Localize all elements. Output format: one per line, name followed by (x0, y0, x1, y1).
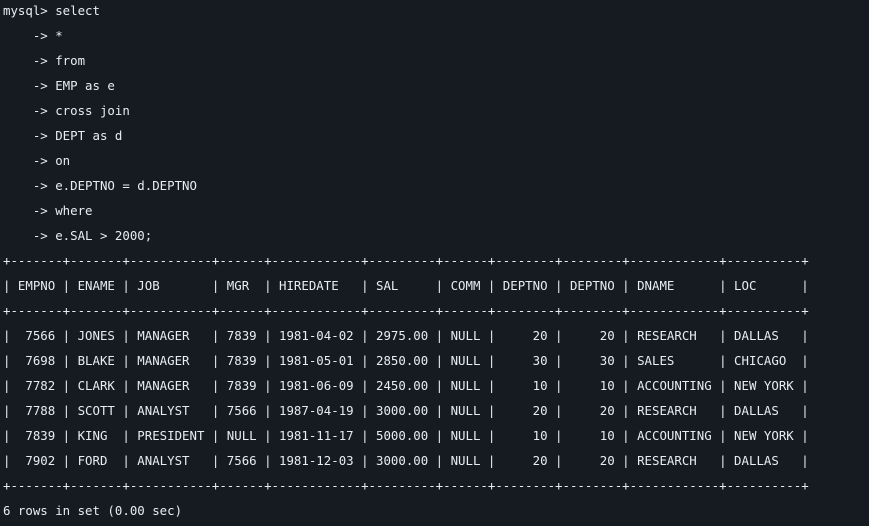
query-line: -> e.SAL > 2000; (3, 228, 153, 243)
table-row: | 7698 | BLAKE | MANAGER | 7839 | 1981-0… (3, 353, 809, 368)
table-border-bottom: +-------+-------+-----------+------+----… (3, 478, 809, 493)
table-row: | 7782 | CLARK | MANAGER | 7839 | 1981-0… (3, 378, 809, 393)
result-summary: 6 rows in set (0.00 sec) (3, 503, 183, 518)
query-line: -> on (3, 153, 71, 168)
table-row: | 7788 | SCOTT | ANALYST | 7566 | 1987-0… (3, 403, 809, 418)
table-row: | 7839 | KING | PRESIDENT | NULL | 1981-… (3, 428, 809, 443)
query-line: -> where (3, 203, 93, 218)
query-line: -> cross join (3, 103, 130, 118)
table-border-header: +-------+-------+-----------+------+----… (3, 303, 809, 318)
table-border-top: +-------+-------+-----------+------+----… (3, 253, 809, 268)
query-line: mysql> select (3, 3, 100, 18)
query-line: -> e.DEPTNO = d.DEPTNO (3, 178, 197, 193)
table-header: | EMPNO | ENAME | JOB | MGR | HIREDATE |… (3, 278, 809, 293)
query-line: -> from (3, 53, 86, 68)
query-line: -> DEPT as d (3, 128, 123, 143)
query-line: -> * (3, 28, 63, 43)
query-line: -> EMP as e (3, 78, 115, 93)
table-row: | 7566 | JONES | MANAGER | 7839 | 1981-0… (3, 328, 809, 343)
table-row: | 7902 | FORD | ANALYST | 7566 | 1981-12… (3, 453, 809, 468)
